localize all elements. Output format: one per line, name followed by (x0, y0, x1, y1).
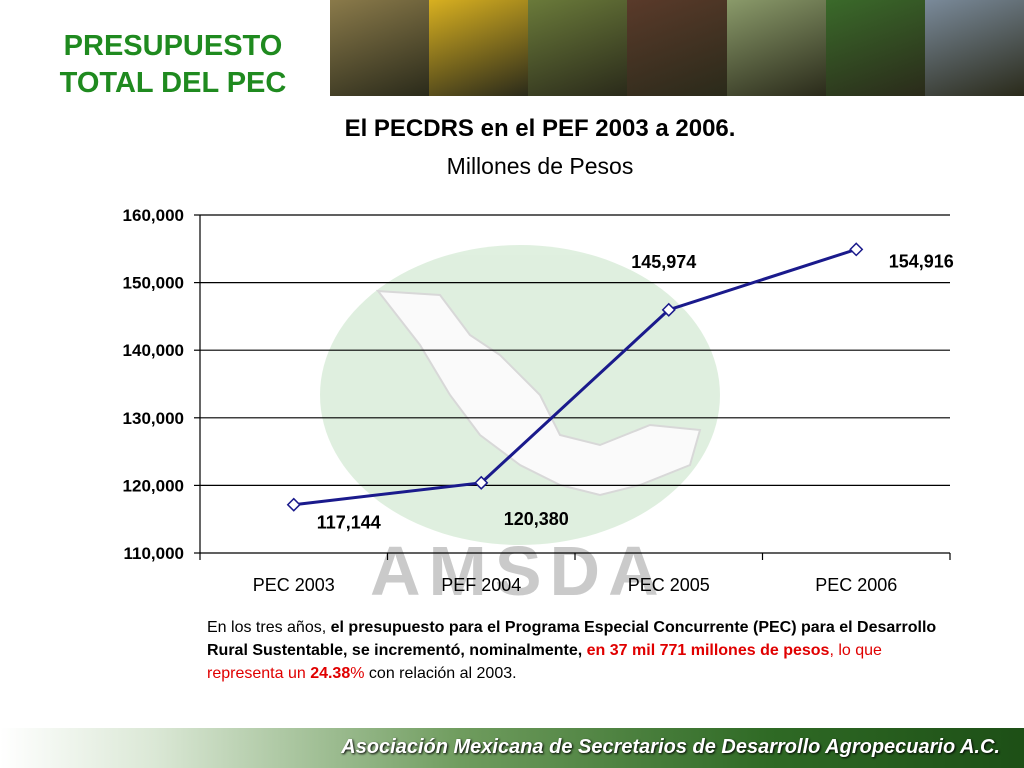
note-percent-sign: % (350, 665, 365, 682)
footer-bar: Asociación Mexicana de Secretarios de De… (0, 728, 1024, 768)
chart-title: El PECDRS en el PEF 2003 a 2006. (344, 115, 736, 142)
chart-grid (194, 214, 950, 554)
x-category-label: PEC 2003 (253, 575, 335, 595)
y-tick-label: 110,000 (123, 544, 184, 563)
data-point-marker (474, 475, 489, 490)
chart-subtitle: Millones de Pesos (446, 153, 634, 179)
farmer-woman-photo (627, 0, 727, 96)
title-line-2: TOTAL DEL PEC (59, 67, 287, 99)
y-tick-label: 150,000 (123, 274, 184, 293)
y-tick-label: 120,000 (123, 476, 184, 495)
slide-title: PRESUPUESTO TOTAL DEL PEC (28, 28, 318, 102)
data-value-label: 120,380 (504, 509, 569, 529)
title-line-1: PRESUPUESTO (63, 30, 283, 62)
note-connector: , lo que representa un (207, 642, 882, 682)
port-photo (924, 0, 1024, 96)
footer-text: Asociación Mexicana de Secretarios de De… (341, 736, 1000, 758)
x-category-label: PEF 2004 (441, 575, 521, 595)
y-tick-label: 130,000 (123, 409, 184, 428)
y-tick-label: 140,000 (123, 341, 184, 360)
x-category-label: PEC 2006 (815, 575, 897, 595)
y-tick-label: 160,000 (123, 206, 184, 225)
chart-labels: 160,000 150,000 140,000 130,000 120,000 110,0… (123, 206, 954, 595)
note-amount: en 37 mil 771 millones de pesos (586, 642, 830, 659)
data-value-label: 154,916 (889, 251, 954, 271)
note-intro: En los tres años, (207, 619, 331, 636)
data-point-marker (286, 497, 301, 512)
data-value-label: 117,144 (317, 513, 381, 533)
tractor-photo (825, 0, 925, 96)
data-point-marker (849, 242, 864, 257)
seedling-photo (726, 0, 826, 96)
data-point-marker (661, 302, 676, 317)
line-chart: AMSDA 160,000 150,000 140,000 130,000 120,00… (123, 206, 954, 605)
series-line-group (286, 242, 864, 512)
x-axis (199, 553, 951, 560)
watermark-text: AMSDA (370, 532, 667, 605)
harvest-photo (528, 0, 628, 96)
note-bold-text: el presupuesto para el Programa Especial… (207, 619, 937, 659)
note-paragraph: En los tres años, el presupuesto para el… (207, 616, 952, 685)
amsda-watermark: AMSDA (320, 245, 720, 605)
note-percent-value: 24.38 (310, 665, 351, 682)
note-ending: con relación al 2003. (364, 665, 517, 682)
cattle-photo (330, 0, 430, 96)
series-line (293, 247, 857, 507)
data-value-label: 145,974 (631, 252, 696, 272)
photo-strip (330, 0, 1024, 96)
corn-photo (429, 0, 529, 96)
x-category-label: PEC 2005 (628, 575, 710, 595)
